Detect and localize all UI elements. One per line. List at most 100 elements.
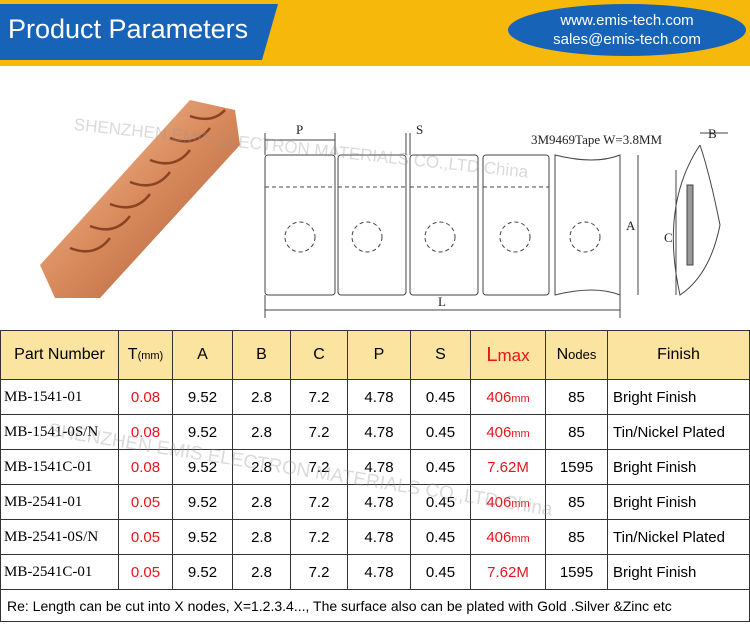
contact-oval: www.emis-tech.com sales@emis-tech.com bbox=[508, 4, 746, 56]
column-header: Lmax bbox=[470, 330, 546, 380]
table-cell: 7.62M bbox=[470, 449, 546, 485]
header-text: A bbox=[197, 346, 208, 363]
cell-value: 406 bbox=[486, 493, 512, 511]
table-cell: Tin/Nickel Plated bbox=[607, 414, 750, 450]
technical-drawing bbox=[264, 132, 728, 318]
table-cell: 0.05 bbox=[118, 519, 173, 555]
table-cell: 2.8 bbox=[232, 379, 291, 415]
table-cell: 9.52 bbox=[172, 519, 233, 555]
table-cell: 0.45 bbox=[410, 414, 471, 450]
table-cell: 2.8 bbox=[232, 519, 291, 555]
table-cell: MB-1541C-01 bbox=[0, 449, 119, 485]
table-cell: 7.2 bbox=[290, 379, 348, 415]
label-p: P bbox=[296, 122, 303, 137]
table-cell: MB-2541C-01 bbox=[0, 554, 119, 590]
table-cell: 4.78 bbox=[347, 414, 411, 450]
table-cell: 0.05 bbox=[118, 484, 173, 520]
column-header: P bbox=[347, 330, 411, 380]
table-cell: 2.8 bbox=[232, 554, 291, 590]
note: Re: Length can be cut into X nodes, X=1.… bbox=[0, 589, 750, 622]
table-cell: 1595 bbox=[545, 449, 608, 485]
column-header: S bbox=[410, 330, 471, 380]
cell-value: 406 bbox=[486, 388, 512, 406]
column-header: Part Number bbox=[0, 330, 119, 380]
table-cell: 4.78 bbox=[347, 554, 411, 590]
cell-unit: mm bbox=[511, 392, 530, 405]
column-header: B bbox=[232, 330, 291, 380]
table-cell: 9.52 bbox=[172, 554, 233, 590]
table-cell: 2.8 bbox=[232, 449, 291, 485]
table-cell: 2.8 bbox=[232, 414, 291, 450]
table-cell: 85 bbox=[545, 379, 608, 415]
table-cell: 9.52 bbox=[172, 484, 233, 520]
table-cell: Bright Finish bbox=[607, 379, 750, 415]
table-row: MB-2541C-01 0.05 9.52 2.8 7.2 4.78 0.45 7.62M 15… bbox=[0, 554, 750, 590]
table-cell: 7.2 bbox=[290, 414, 348, 450]
table-cell: MB-1541-0S/N bbox=[0, 414, 119, 450]
table-cell: 0.08 bbox=[118, 414, 173, 450]
cell-value: 406 bbox=[486, 528, 512, 546]
cell-value: 7.62 bbox=[487, 563, 517, 581]
parameter-table: Part Number T(mm) A B C P S Lmax Nodes Finish MB-… bbox=[0, 330, 750, 622]
cell-unit: mm bbox=[511, 427, 530, 440]
table-cell: 2.8 bbox=[232, 484, 291, 520]
header-row: Part Number T(mm) A B C P S Lmax Nodes Finish bbox=[0, 330, 750, 380]
cell-unit: M bbox=[516, 458, 529, 476]
table-cell: MB-2541-01 bbox=[0, 484, 119, 520]
label-l: L bbox=[438, 294, 446, 309]
table-cell: 7.2 bbox=[290, 519, 348, 555]
table-cell: 0.45 bbox=[410, 484, 471, 520]
table-cell: 406mm bbox=[470, 484, 546, 520]
table-cell: MB-1541-01 bbox=[0, 379, 119, 415]
copper-strip bbox=[40, 100, 240, 298]
header-bar: Product Parameters www.emis-tech.com sal… bbox=[0, 0, 750, 66]
table-row: MB-1541-0S/N 0.08 9.52 2.8 7.2 4.78 0.45 406mm 8… bbox=[0, 414, 750, 450]
table-cell: 1595 bbox=[545, 554, 608, 590]
email: sales@emis-tech.com bbox=[553, 31, 701, 48]
table-row: MB-2541-0S/N 0.05 9.52 2.8 7.2 4.78 0.45 406mm 8… bbox=[0, 519, 750, 555]
header-sub: max bbox=[497, 345, 530, 365]
cell-unit: mm bbox=[511, 532, 530, 545]
table-cell: Bright Finish bbox=[607, 484, 750, 520]
table-cell: Tin/Nickel Plated bbox=[607, 519, 750, 555]
table-cell: 9.52 bbox=[172, 414, 233, 450]
header-text: T bbox=[127, 346, 138, 363]
column-header: T(mm) bbox=[118, 330, 173, 380]
cell-unit: mm bbox=[511, 497, 530, 510]
website: www.emis-tech.com bbox=[560, 12, 694, 29]
label-c: C bbox=[664, 230, 673, 245]
header-text: N bbox=[556, 346, 569, 363]
table-cell: Bright Finish bbox=[607, 449, 750, 485]
table-cell: 9.52 bbox=[172, 449, 233, 485]
label-tape: 3M9469Tape W=3.8MM bbox=[531, 132, 663, 147]
column-header: C bbox=[290, 330, 348, 380]
table-cell: 7.62M bbox=[470, 554, 546, 590]
cell-value: 7.62 bbox=[487, 458, 517, 476]
title-tab bbox=[0, 4, 278, 60]
table-row: MB-2541-01 0.05 9.52 2.8 7.2 4.78 0.45 406mm 85 B… bbox=[0, 484, 750, 520]
table-cell: 4.78 bbox=[347, 519, 411, 555]
table-cell: 406mm bbox=[470, 379, 546, 415]
table-cell: 4.78 bbox=[347, 484, 411, 520]
table-cell: Bright Finish bbox=[607, 554, 750, 590]
table-cell: 406mm bbox=[470, 519, 546, 555]
table-cell: 85 bbox=[545, 519, 608, 555]
header-sub: (mm) bbox=[137, 350, 164, 362]
header-text: B bbox=[256, 346, 267, 363]
table-cell: 7.2 bbox=[290, 484, 348, 520]
table-row: MB-1541-01 0.08 9.52 2.8 7.2 4.78 0.45 406mm 85 B… bbox=[0, 379, 750, 415]
note-row: Re: Length can be cut into X nodes, X=1.… bbox=[0, 589, 750, 622]
header-text: Part Number bbox=[14, 346, 105, 363]
table-cell: 0.45 bbox=[410, 554, 471, 590]
table-cell: 85 bbox=[545, 414, 608, 450]
table-cell: 0.45 bbox=[410, 519, 471, 555]
table-cell: 7.2 bbox=[290, 554, 348, 590]
table-cell: 0.08 bbox=[118, 449, 173, 485]
table-cell: 4.78 bbox=[347, 379, 411, 415]
column-header: A bbox=[172, 330, 233, 380]
table-cell: 7.2 bbox=[290, 449, 348, 485]
cell-value: 406 bbox=[486, 423, 512, 441]
header-text: L bbox=[486, 343, 498, 366]
table-cell: 9.52 bbox=[172, 379, 233, 415]
